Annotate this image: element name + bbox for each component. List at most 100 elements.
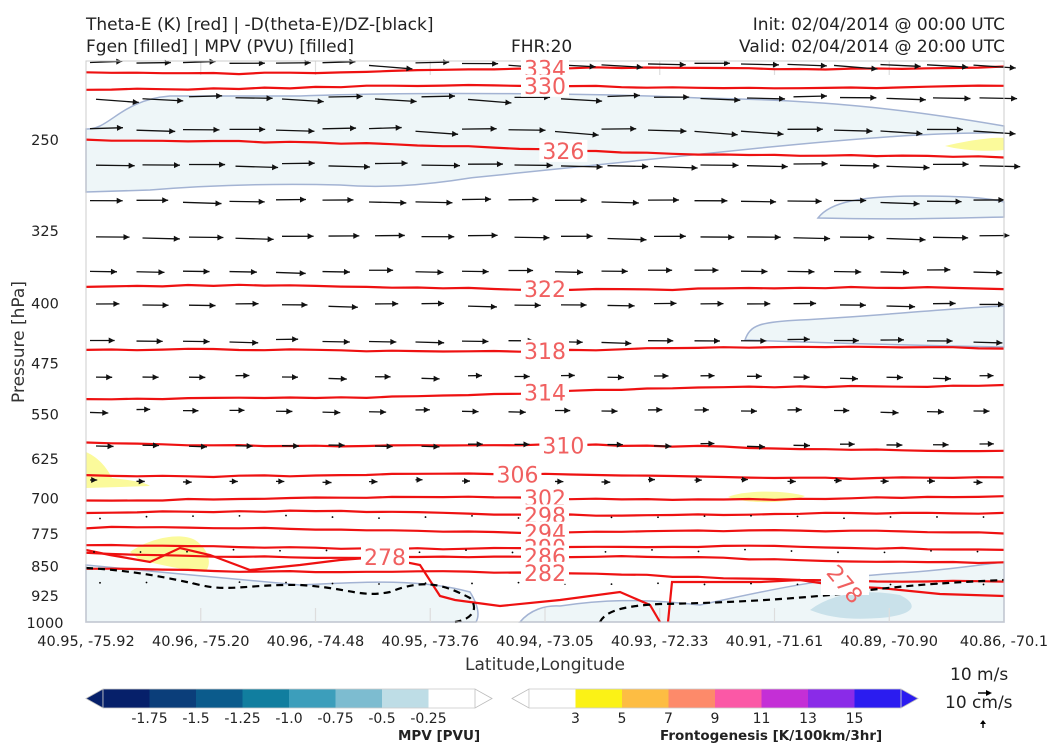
wind-vector-head [962, 234, 969, 241]
wind-vector [285, 514, 287, 517]
mpv-colorbar-swatch [335, 689, 383, 708]
wind-vector [973, 130, 1016, 135]
wind-vector-head [824, 235, 831, 242]
wind-vector-head [873, 162, 880, 169]
wind-vector-head [476, 441, 483, 448]
wind-vector [235, 97, 273, 99]
wind-vector-head [449, 93, 455, 100]
wind-vector [235, 165, 279, 169]
wind-vector-head [384, 373, 391, 380]
wind-vector-head [293, 443, 300, 449]
wind-vector [740, 130, 784, 135]
wind-vector-head [998, 301, 1004, 308]
wind-vector-head [398, 232, 405, 239]
reference-vector-horizontal: 10 m/s [950, 665, 1009, 685]
wind-vector-head [527, 267, 534, 274]
mpv-colorbar-tick: -1.25 [224, 711, 260, 727]
wind-vector-head [695, 477, 702, 484]
wind-vector [186, 550, 188, 553]
x-tick-label: 40.95, -75.92 [37, 634, 134, 650]
wind-vector-head [106, 374, 113, 381]
wind-vector-head [433, 375, 440, 382]
wind-vector-head [962, 161, 969, 168]
wind-vector-head [821, 160, 828, 167]
mpv-colorbar-tick: -0.25 [410, 711, 446, 727]
wind-vector-head [423, 406, 430, 413]
wind-vector-head [662, 373, 669, 379]
mpv-region [743, 305, 1005, 348]
wind-vector-head [433, 443, 440, 450]
wind-vector-head [162, 197, 169, 204]
wind-vector [973, 64, 1016, 69]
wind-vector-head [616, 441, 623, 448]
wind-vector-head [929, 478, 935, 484]
wind-vector-head [949, 300, 956, 307]
wind-vector [378, 517, 380, 520]
theta-e-label-bg [521, 487, 569, 510]
wind-vector-head [852, 337, 859, 344]
x-tick-label: 40.93, -72.33 [611, 634, 708, 650]
theta-e-label: 326 [542, 140, 584, 165]
theta-e-label-bg [521, 381, 569, 404]
wind-vector-head [810, 300, 817, 307]
wind-vector-head [451, 130, 459, 137]
wind-vector-head [803, 336, 810, 343]
wind-vector [192, 582, 194, 585]
mpv-colorbar-tick: -0.75 [317, 711, 353, 727]
wind-vector-head [464, 478, 470, 484]
wind-vector-head [523, 373, 530, 380]
wind-vector-head [156, 338, 163, 345]
wind-vector-head [777, 130, 784, 137]
wind-vector-head [482, 268, 489, 275]
wind-vector [418, 551, 421, 554]
wind-vector-head [401, 160, 408, 167]
wind-vector-head [617, 374, 624, 381]
wind-vector-head [898, 336, 904, 343]
wind-vector-head [505, 99, 512, 106]
wind-vector-head [395, 124, 402, 131]
wind-vector-head [490, 303, 497, 310]
wind-vector-head [691, 164, 698, 171]
wind-vector-head [334, 409, 341, 416]
wind-vector-head [532, 196, 539, 203]
wind-vector-head [870, 94, 877, 101]
mpv-colorbar-swatch [289, 689, 336, 708]
fgen-colorbar-swatch [761, 689, 809, 708]
wind-vector [880, 63, 921, 68]
wind-vector-head [896, 374, 903, 381]
theta-e-label: 314 [524, 381, 566, 406]
wind-vector-head [944, 375, 951, 382]
wind-vector-head [443, 59, 450, 66]
wind-vector-head [209, 58, 216, 65]
wind-vector [99, 517, 101, 520]
wind-vector [275, 129, 315, 132]
wind-vector-head [843, 407, 850, 414]
wind-vector [368, 64, 413, 70]
wind-vector-head [325, 479, 332, 486]
wind-vector-head [162, 302, 169, 309]
fgen-colorbar-tick: 15 [846, 711, 864, 727]
wind-vector-head [496, 161, 503, 168]
wind-vector [837, 551, 839, 554]
wind-vector-head [866, 128, 873, 134]
wind-vector-head [258, 60, 265, 67]
wind-vector [279, 549, 281, 552]
wind-vector-head [636, 63, 643, 70]
wind-vector-head [392, 300, 399, 307]
wind-vector-head [350, 125, 357, 132]
mpv-colorbar-extend-right [474, 688, 493, 709]
wind-vector-head [795, 406, 802, 413]
wind-vector [610, 583, 613, 586]
mpv-region [518, 561, 1005, 623]
wind-vector-head [177, 97, 184, 104]
wind-vector [880, 201, 920, 205]
wind-vector-head [596, 163, 603, 170]
wind-vector [415, 201, 453, 204]
wind-vector-head [453, 162, 460, 169]
wind-vector [99, 581, 101, 584]
mpv-colorbar-swatch [196, 689, 243, 708]
fgen-colorbar-swatch [715, 689, 762, 708]
wind-vector-head [892, 409, 899, 416]
wind-vector-head [534, 302, 541, 309]
wind-vector-head [962, 63, 969, 70]
